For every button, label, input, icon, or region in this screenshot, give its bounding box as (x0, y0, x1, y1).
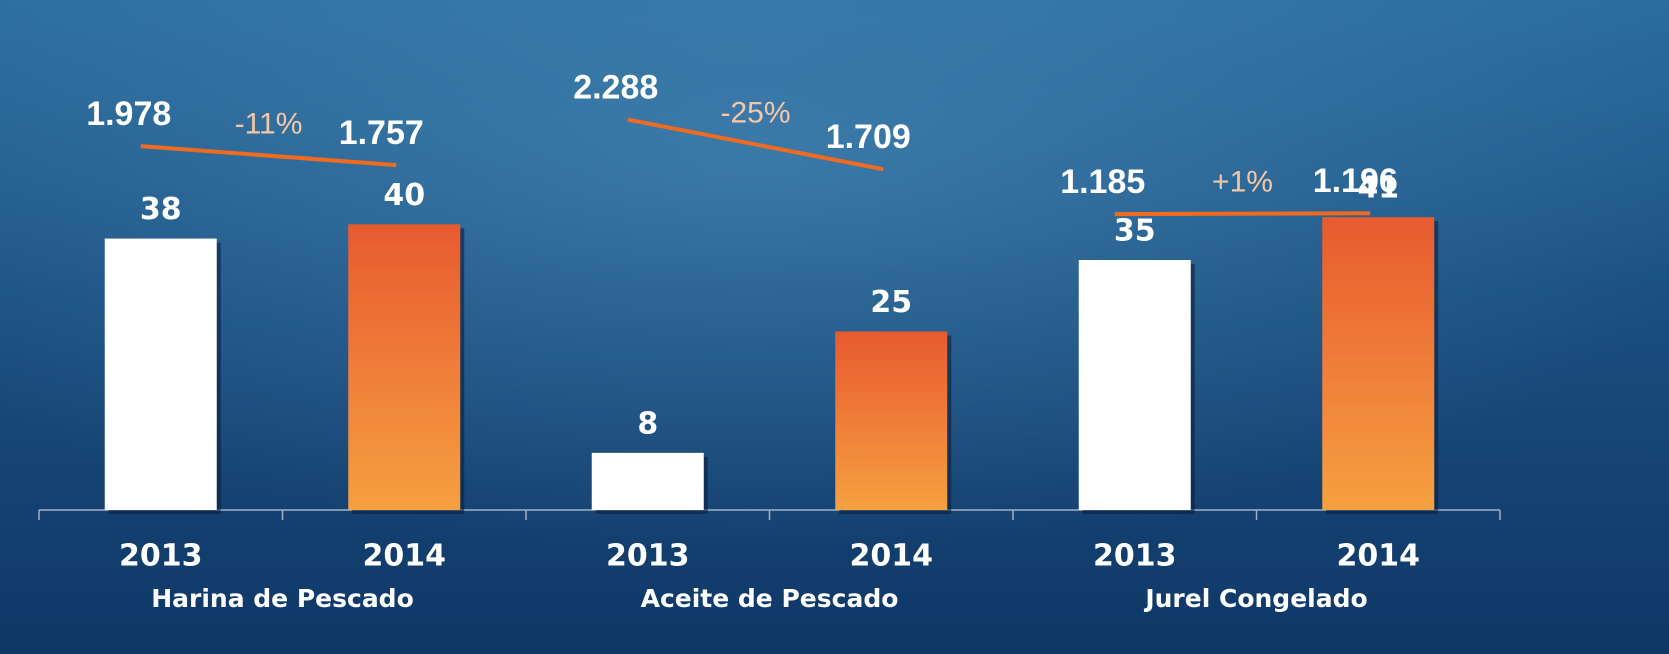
group-label: Jurel Congelado (1143, 584, 1367, 613)
price-label: 1.709 (826, 118, 911, 156)
price-label: 1.757 (339, 114, 424, 152)
x-tick-label: 2014 (850, 539, 934, 574)
x-tick-label: 2013 (119, 539, 203, 574)
x-tick-label: 2013 (606, 539, 690, 574)
bar (591, 452, 704, 510)
price-line (140, 144, 397, 168)
change-label: -25% (720, 96, 790, 129)
bar-label: 8 (637, 406, 658, 441)
group-label: Harina de Pescado (151, 584, 414, 613)
x-tick-label: 2013 (1093, 539, 1177, 574)
price-label: 1.978 (86, 95, 171, 133)
bar-label: 40 (383, 178, 425, 213)
x-tick-label: 2014 (1337, 539, 1421, 574)
bar (104, 238, 217, 511)
price-label: 2.288 (573, 69, 658, 107)
x-tick-label: 2014 (363, 539, 447, 574)
change-label: -11% (235, 108, 303, 141)
group-label: Aceite de Pescado (641, 584, 899, 613)
change-label: +1% (1212, 166, 1273, 199)
bar (1078, 260, 1191, 510)
bar (1322, 217, 1435, 510)
price-label: 1.185 (1060, 163, 1145, 201)
bar-label: 41 (1357, 171, 1399, 206)
price-label: 1.196 (1313, 162, 1398, 200)
price-line (1114, 211, 1371, 217)
bar (835, 331, 948, 510)
bar-label: 38 (140, 192, 182, 227)
bar (348, 224, 461, 511)
price-line (627, 117, 884, 172)
bar-label: 25 (870, 285, 912, 320)
bar-label: 35 (1114, 214, 1156, 249)
